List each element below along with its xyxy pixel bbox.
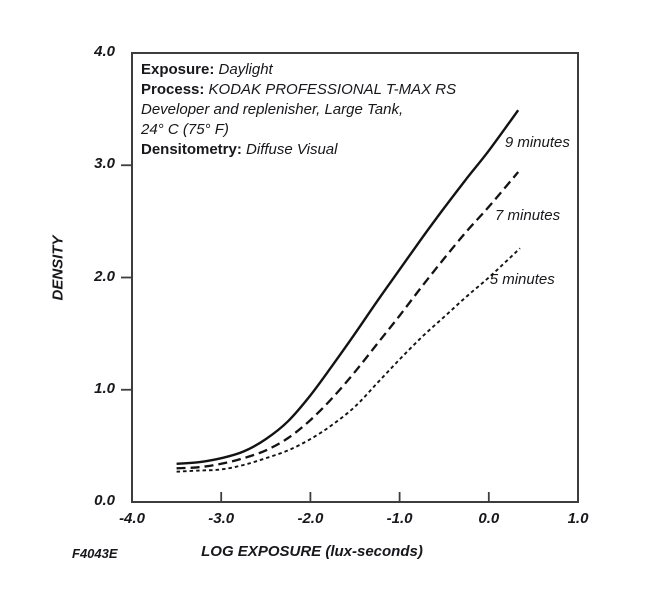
y-axis-title-text: DENSITY bbox=[49, 235, 67, 301]
annotation-value: KODAK PROFESSIONAL T-MAX RS bbox=[204, 81, 457, 98]
annotation-label: Densitometry: bbox=[141, 141, 242, 158]
annotation-value: 24° C (75° F) bbox=[141, 121, 229, 138]
curve-9-minutes bbox=[176, 109, 520, 465]
x-tick-label: -2.0 bbox=[297, 510, 324, 527]
curve-label-7-minutes: 7 minutes bbox=[495, 206, 561, 224]
annotation-line: Densitometry: Diffuse Visual bbox=[141, 140, 456, 160]
curve-label-5-minutes: 5 minutes bbox=[489, 270, 555, 288]
curve-label-9-minutes: 9 minutes bbox=[504, 133, 570, 151]
x-tick-label: 1.0 bbox=[567, 510, 589, 527]
y-tick-label: 1.0 bbox=[94, 379, 115, 397]
annotation-label: Process: bbox=[141, 81, 205, 98]
annotation-value: Diffuse Visual bbox=[241, 141, 338, 158]
figure-code: F4043E bbox=[72, 546, 118, 561]
y-tick-label: 0.0 bbox=[94, 492, 115, 509]
y-tick-label: 2.0 bbox=[94, 267, 115, 285]
x-tick-label: -1.0 bbox=[386, 510, 413, 527]
x-tick-label: -3.0 bbox=[208, 510, 235, 527]
annotation-value: Developer and replenisher, Large Tank, bbox=[141, 101, 404, 118]
annotation-line: Developer and replenisher, Large Tank, bbox=[141, 100, 456, 120]
annotation-line: Process: KODAK PROFESSIONAL T-MAX RS bbox=[141, 80, 456, 100]
curve-5-minutes bbox=[176, 247, 521, 473]
annotation-line: Exposure: Daylight bbox=[141, 60, 456, 80]
annotation-value: Daylight bbox=[214, 61, 273, 78]
annotation-label: Exposure: bbox=[141, 61, 215, 78]
x-tick-label: 0.0 bbox=[478, 510, 500, 527]
x-axis-title: LOG EXPOSURE (lux-seconds) bbox=[201, 543, 423, 560]
y-tick-label: 3.0 bbox=[94, 155, 115, 173]
process-annotation-block: Exposure: Daylight Process: KODAK PROFES… bbox=[141, 60, 456, 160]
y-tick-label: 4.0 bbox=[94, 43, 115, 60]
curve-7-minutes bbox=[176, 171, 520, 470]
x-tick-label: -4.0 bbox=[119, 510, 145, 527]
annotation-line: 24° C (75° F) bbox=[141, 120, 456, 140]
y-axis-title: DENSITY bbox=[50, 235, 67, 300]
